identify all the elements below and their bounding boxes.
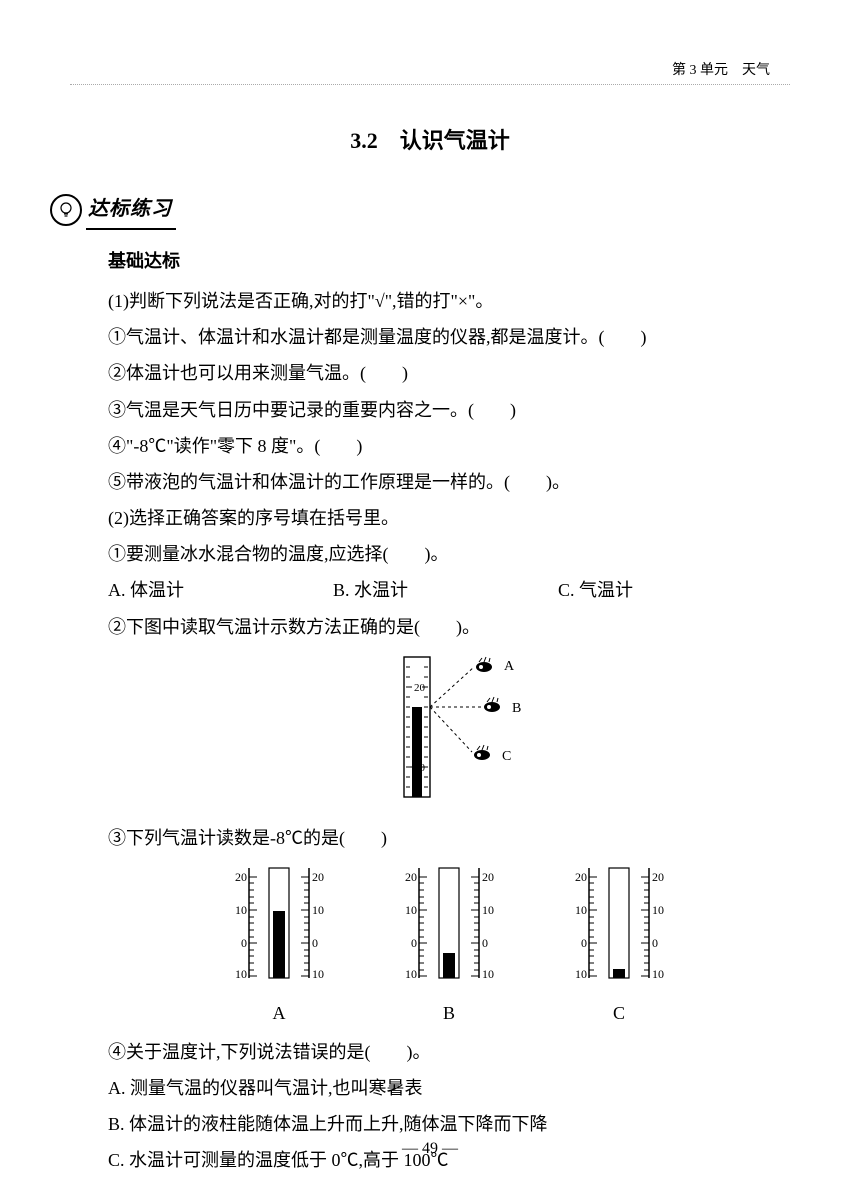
svg-text:10: 10 <box>414 762 426 774</box>
svg-text:0: 0 <box>652 936 658 950</box>
svg-text:20: 20 <box>312 870 324 884</box>
q2-s4: ④关于温度计,下列说法错误的是( )。 <box>108 1035 790 1069</box>
q2-s1-options: A. 体温计 B. 水温计 C. 气温计 <box>108 573 790 607</box>
svg-text:20: 20 <box>652 870 664 884</box>
svg-text:10: 10 <box>405 903 417 917</box>
svg-text:B: B <box>512 701 521 716</box>
thermo-c: 20 20 10 10 0 0 10 10 <box>569 863 669 1030</box>
svg-text:10: 10 <box>312 967 324 981</box>
option-a: A. 体温计 <box>108 573 333 607</box>
badge-text: 达标练习 <box>86 190 176 230</box>
content-body: (1)判断下列说法是否正确,对的打"√",错的打"×"。 ①气温计、体温计和水温… <box>108 284 790 1177</box>
thermo-label: B <box>399 996 499 1030</box>
thermo-row: 20 20 10 10 0 0 10 10 <box>108 863 790 1030</box>
thermo-label: A <box>229 996 329 1030</box>
q1-item: ③气温是天气日历中要记录的重要内容之一。( ) <box>108 393 790 427</box>
svg-text:20: 20 <box>482 870 494 884</box>
svg-text:0: 0 <box>312 936 318 950</box>
thermo-a: 20 20 10 10 0 0 10 10 <box>229 863 329 1030</box>
q1-item: ①气温计、体温计和水温计都是测量温度的仪器,都是温度计。( ) <box>108 320 790 354</box>
practice-badge: 达标练习 <box>50 190 790 230</box>
svg-text:0: 0 <box>411 936 417 950</box>
svg-text:10: 10 <box>235 903 247 917</box>
svg-text:10: 10 <box>575 903 587 917</box>
svg-text:0: 0 <box>241 936 247 950</box>
q2-s3: ③下列气温计读数是-8℃的是( ) <box>108 821 790 855</box>
svg-text:10: 10 <box>235 967 247 981</box>
unit-header: 第 3 单元 天气 <box>672 58 770 85</box>
q1-stem: (1)判断下列说法是否正确,对的打"√",错的打"×"。 <box>108 284 790 318</box>
q1-item: ②体温计也可以用来测量气温。( ) <box>108 356 790 390</box>
header-divider <box>70 84 790 85</box>
q2-s2: ②下图中读取气温计示数方法正确的是( )。 <box>108 610 790 644</box>
option-b: B. 水温计 <box>333 573 558 607</box>
svg-text:10: 10 <box>482 967 494 981</box>
thermo-label: C <box>569 996 669 1030</box>
q2-stem: (2)选择正确答案的序号填在括号里。 <box>108 501 790 535</box>
svg-text:20: 20 <box>405 870 417 884</box>
eye-diagram: 20 10 <box>108 652 790 813</box>
svg-text:10: 10 <box>405 967 417 981</box>
svg-text:20: 20 <box>414 682 426 694</box>
svg-text:C: C <box>502 749 511 764</box>
q2-s1: ①要测量冰水混合物的温度,应选择( )。 <box>108 537 790 571</box>
option-c: C. 气温计 <box>558 573 790 607</box>
page-title: 3.2 认识气温计 <box>70 120 790 162</box>
section-heading: 基础达标 <box>108 244 790 278</box>
thermo-b: 20 20 10 10 0 0 10 10 <box>399 863 499 1030</box>
page-number: — 49 — <box>0 1134 860 1164</box>
svg-text:20: 20 <box>575 870 587 884</box>
q1-item: ⑤带液泡的气温计和体温计的工作原理是一样的。( )。 <box>108 465 790 499</box>
svg-text:10: 10 <box>652 967 664 981</box>
svg-text:A: A <box>504 659 515 674</box>
svg-text:10: 10 <box>482 903 494 917</box>
svg-text:10: 10 <box>575 967 587 981</box>
svg-text:0: 0 <box>581 936 587 950</box>
svg-text:0: 0 <box>482 936 488 950</box>
svg-text:10: 10 <box>652 903 664 917</box>
lightbulb-icon <box>50 194 82 226</box>
q1-item: ④"-8℃"读作"零下 8 度"。( ) <box>108 429 790 463</box>
svg-text:10: 10 <box>312 903 324 917</box>
q2-s4-a: A. 测量气温的仪器叫气温计,也叫寒暑表 <box>108 1071 790 1105</box>
svg-text:20: 20 <box>235 870 247 884</box>
